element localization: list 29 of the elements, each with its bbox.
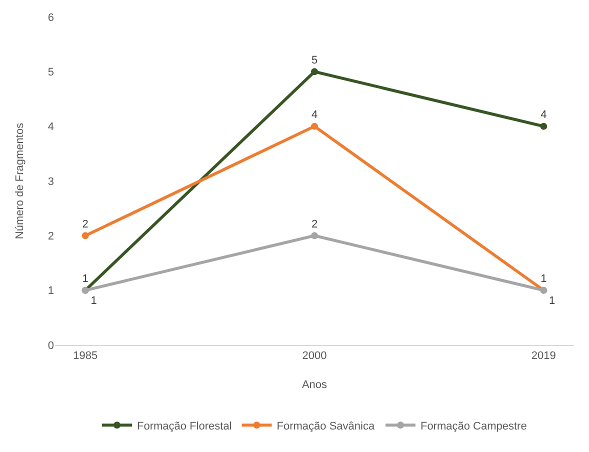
point <box>311 232 318 240</box>
y-axis-title: Número de Fragmentos <box>14 122 26 240</box>
legend-label: Formação Savânica <box>276 420 376 432</box>
data-label: 4 <box>540 109 547 122</box>
y-tick-label: 2 <box>48 230 54 243</box>
data-label: 4 <box>311 109 318 122</box>
y-tick-label: 5 <box>48 66 54 79</box>
point <box>82 232 89 240</box>
data-label: 1 <box>540 273 547 286</box>
data-label: 2 <box>311 218 318 231</box>
data-label: 1 <box>90 294 97 307</box>
x-tick-label: 2019 <box>531 350 556 362</box>
x-tick-label: 1985 <box>73 350 98 362</box>
data-label: 1 <box>82 273 88 286</box>
data-label: 1 <box>549 294 556 307</box>
y-tick-label: 1 <box>48 285 54 298</box>
y-tick-label: 4 <box>48 121 54 134</box>
legend-label: Formação Campestre <box>420 420 527 432</box>
point <box>540 122 548 130</box>
x-axis-title: Anos <box>302 379 328 391</box>
y-tick-label: 3 <box>48 176 54 188</box>
point <box>311 122 318 130</box>
data-label: 5 <box>311 54 318 67</box>
legend-label: Formação Florestal <box>137 420 232 432</box>
data-label: 2 <box>82 218 88 231</box>
y-tick-label: 6 <box>48 12 54 24</box>
point <box>311 68 318 76</box>
y-tick-label: 0 <box>48 340 54 352</box>
x-tick-label: 2000 <box>302 350 327 362</box>
